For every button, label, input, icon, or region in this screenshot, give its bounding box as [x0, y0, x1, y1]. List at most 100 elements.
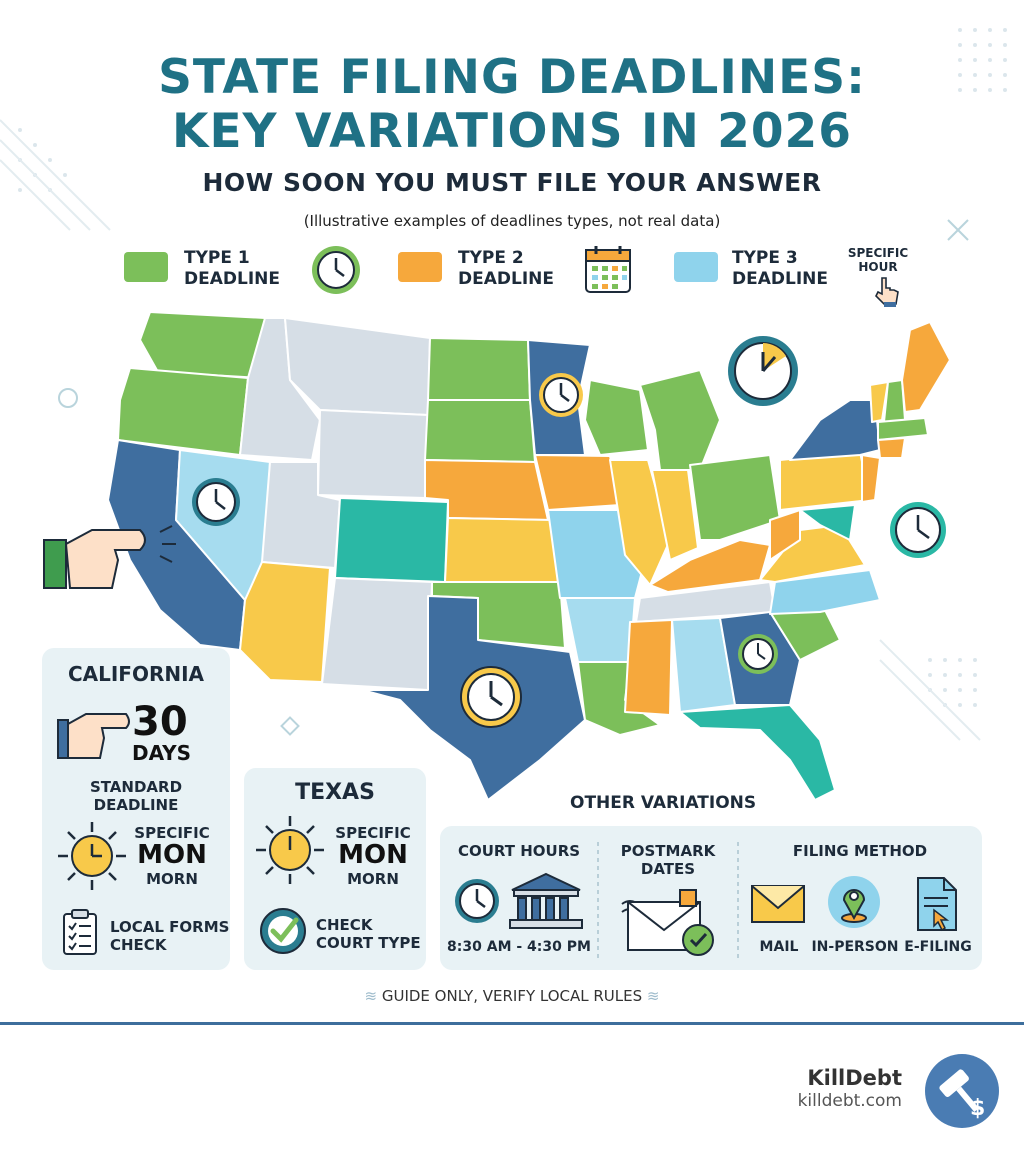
- legend-type1-line2: DEADLINE: [184, 269, 280, 289]
- divider: [737, 842, 739, 958]
- brand-logo-gavel-icon: $: [925, 1054, 999, 1128]
- page-title-line2: KEY VARIATIONS IN 2026: [172, 104, 852, 159]
- legend-specific-line1: SPECIFIC: [847, 246, 909, 260]
- pointing-hand-icon: [43, 525, 176, 589]
- brand-name: KillDebt: [807, 1066, 902, 1090]
- checklist-icon: [63, 909, 97, 955]
- legend-swatch-type2: [398, 252, 442, 282]
- disclaimer-note: (Illustrative examples of deadlines type…: [303, 212, 721, 230]
- divider: [597, 842, 599, 958]
- legend-type2-line2: DEADLINE: [458, 269, 554, 289]
- footer-note-text: GUIDE ONLY, VERIFY LOCAL RULES: [381, 987, 643, 1005]
- california-morn: MORN: [146, 870, 198, 888]
- california-local-forms: LOCAL FORMS CHECK: [110, 918, 230, 954]
- state-arkansas: [564, 597, 636, 663]
- page-title-line1: STATE FILING DEADLINES:: [158, 50, 866, 105]
- wave-icon: ≋: [642, 987, 660, 1005]
- page-subtitle: HOW SOON YOU MUST FILE YOUR ANSWER: [202, 168, 822, 197]
- filing-option-e-filing: E-FILING: [904, 939, 972, 955]
- texas-check-court-type: CHECK COURT TYPE: [316, 916, 426, 952]
- footer-note: ≋ GUIDE ONLY, VERIFY LOCAL RULES ≋: [0, 987, 1024, 1005]
- legend-type3: TYPE 3 DEADLINE SPECIFIC HOUR: [674, 244, 934, 307]
- california-card: CALIFORNIA 30 DAYS STANDARD DEADLINE SPE…: [42, 648, 230, 970]
- texas-mon: MON: [338, 840, 408, 870]
- legend-type3-line1: TYPE 3: [732, 248, 798, 268]
- state-indiana: [651, 469, 699, 561]
- legend-type1-line1: TYPE 1: [184, 248, 250, 268]
- calendar-icon: [585, 246, 631, 293]
- legend-type2-line1: TYPE 2: [458, 248, 524, 268]
- state-colorado: [334, 497, 449, 583]
- state-wisconsin: [584, 379, 649, 456]
- sun-clock-icon: [256, 816, 324, 884]
- state-north-dakota: [427, 337, 531, 401]
- state-wyoming: [317, 409, 429, 499]
- clock-icon: [738, 634, 778, 674]
- texas-specific: SPECIFIC: [335, 824, 411, 842]
- clock-icon: [312, 246, 360, 294]
- state-kansas: [444, 517, 561, 583]
- filing-method-title: FILING METHOD: [792, 842, 928, 860]
- texas-title: TEXAS: [295, 780, 375, 805]
- california-mon: MON: [137, 840, 207, 870]
- state-west-virginia: [769, 509, 801, 561]
- clock-icon: [539, 373, 583, 417]
- sun-clock-icon: [58, 822, 126, 890]
- legend-type3-line2: DEADLINE: [732, 269, 828, 289]
- court-hours-title: COURT HOURS: [457, 842, 581, 860]
- postmark-line2: DATES: [640, 860, 696, 878]
- legend-specific-line2: HOUR: [858, 260, 898, 274]
- texas-card: TEXAS SPECIFIC MON MORN CHECK COURT TYPE: [244, 768, 426, 970]
- postmarked-envelope-icon: [621, 889, 714, 956]
- state-montana: [284, 317, 431, 416]
- california-days-unit: DAYS: [132, 741, 192, 765]
- brand-url[interactable]: killdebt.com: [797, 1091, 902, 1111]
- mail-icon: [751, 885, 805, 923]
- legend-type1: TYPE 1 DEADLINE: [124, 244, 374, 304]
- california-days-number: 30: [132, 699, 188, 745]
- legend-type2: TYPE 2 DEADLINE: [398, 244, 648, 304]
- california-forms-line2: CHECK: [110, 936, 167, 954]
- state-iowa: [534, 454, 621, 511]
- check-badge-icon: [260, 908, 306, 954]
- california-forms-line1: LOCAL FORMS: [110, 918, 230, 936]
- state-maine: [901, 321, 951, 413]
- state-florida: [679, 704, 836, 801]
- california-deadline-label: STANDARD DEADLINE: [42, 778, 230, 814]
- e-filing-document-icon: [917, 877, 957, 932]
- court-hours-value: 8:30 AM - 4:30 PM: [447, 939, 591, 955]
- state-massachusetts: [877, 417, 929, 441]
- location-pin-icon: [828, 876, 880, 928]
- legend-swatch-type3: [674, 252, 718, 282]
- postmark-title: POSTMARK DATES: [598, 842, 738, 878]
- state-oregon: [117, 367, 249, 456]
- texas-check-line1: CHECK: [316, 916, 373, 934]
- state-connecticut: [877, 437, 906, 459]
- clock-icon: [192, 478, 240, 526]
- texas-morn: MORN: [347, 870, 399, 888]
- filing-option-mail: MAIL: [759, 939, 799, 955]
- california-specific: SPECIFIC: [134, 824, 210, 842]
- state-new-mexico: [321, 577, 433, 691]
- courthouse-icon: [509, 872, 583, 929]
- filing-option-in-person: IN-PERSON: [811, 939, 899, 955]
- postmark-line1: POSTMARK: [620, 842, 716, 860]
- clock-icon: [728, 336, 798, 406]
- state-new-jersey: [861, 454, 881, 503]
- state-north-carolina: [769, 569, 881, 615]
- pointer-hand-icon: [875, 277, 899, 307]
- texas-check-line2: COURT TYPE: [316, 934, 421, 952]
- clock-icon: [460, 666, 522, 728]
- california-deadline-line1: STANDARD: [89, 778, 183, 796]
- pointing-hand-icon: [57, 713, 130, 759]
- state-new-york: [789, 399, 881, 461]
- state-illinois: [609, 459, 671, 586]
- legend-swatch-type1: [124, 252, 168, 282]
- state-washington: [139, 311, 266, 379]
- state-mississippi: [624, 619, 673, 716]
- california-deadline-line2: DEADLINE: [93, 796, 179, 814]
- state-south-dakota: [424, 399, 536, 463]
- footer-divider: [0, 1022, 1024, 1025]
- state-vermont: [869, 381, 889, 423]
- california-title: CALIFORNIA: [67, 662, 205, 686]
